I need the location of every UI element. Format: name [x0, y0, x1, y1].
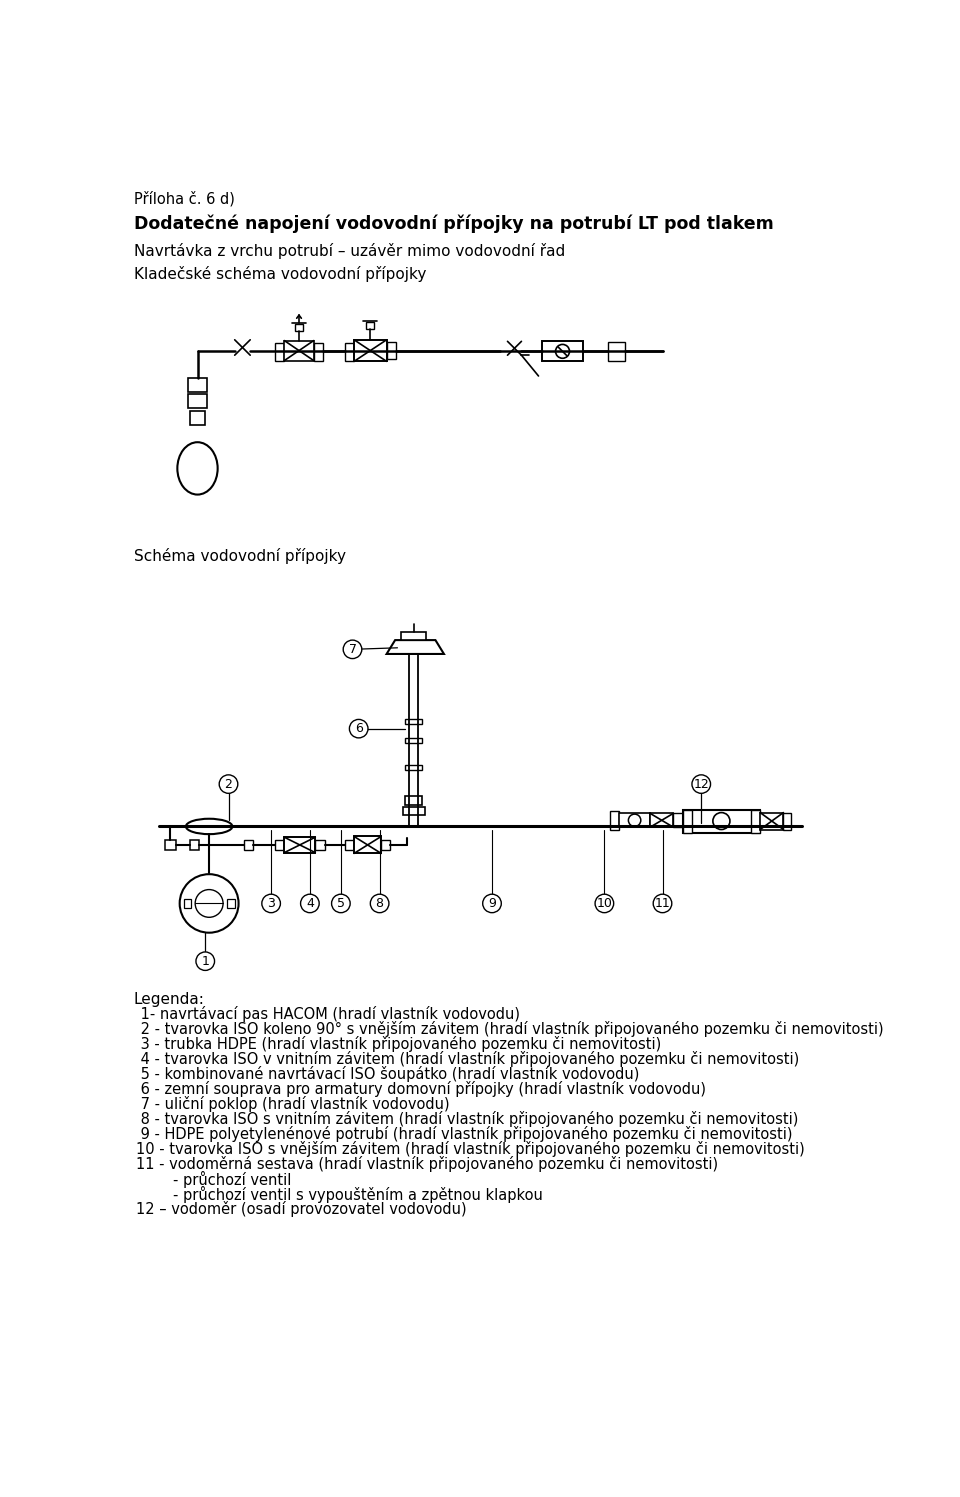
Text: 4: 4 [306, 897, 314, 910]
Text: - průchozí ventil s vypouštěním a zpětnou klapkou: - průchozí ventil s vypouštěním a zpětno… [135, 1186, 542, 1204]
Circle shape [331, 894, 350, 913]
Circle shape [713, 813, 730, 829]
Bar [345, 343, 354, 361]
Text: 9 - HDPE polyetylenénové potrubí (hradí vlastník připojovaného pozemku či nemovi: 9 - HDPE polyetylenénové potrubí (hradí … [135, 1126, 792, 1142]
Text: Legenda:: Legenda: [134, 993, 204, 1007]
Bar [387, 343, 396, 359]
Circle shape [195, 889, 223, 918]
Bar [405, 765, 422, 771]
Circle shape [629, 814, 641, 826]
Bar [295, 325, 303, 331]
Bar [609, 343, 625, 361]
Bar [683, 810, 760, 832]
Text: 6 - zemní souprava pro armatury domovní přípojky (hradí vlastník vodovodu): 6 - zemní souprava pro armatury domovní … [135, 1081, 706, 1097]
Text: 1- navrtávací pas HACOM (hradí vlastník vodovodu): 1- navrtávací pas HACOM (hradí vlastník … [135, 1006, 519, 1022]
Bar [405, 738, 422, 744]
Text: 2 - tvarovka ISO koleno 90° s vnějším závitem (hradí vlastník připojovaného poze: 2 - tvarovka ISO koleno 90° s vnějším zá… [135, 1021, 883, 1037]
Text: 8: 8 [375, 897, 384, 910]
Text: 5 - kombinované navrtávací ISO šoupátko (hradí vlastník vodovodu): 5 - kombinované navrtávací ISO šoupátko … [135, 1066, 638, 1082]
Text: 1: 1 [202, 955, 209, 967]
Circle shape [653, 894, 672, 913]
Text: 4 - tvarovka ISO v vnitním závitem (hradí vlastník připojovaného pozemku či nemo: 4 - tvarovka ISO v vnitním závitem (hrad… [135, 1051, 799, 1067]
Bar [367, 322, 374, 329]
Text: Kladečské schéma vodovodní přípojky: Kladečské schéma vodovodní přípojky [134, 266, 426, 281]
Bar [244, 840, 253, 850]
Bar [284, 341, 314, 361]
Text: 10 - tvarovka ISO s vnějším závitem (hradí vlastník připojovaného pozemku či nem: 10 - tvarovka ISO s vnějším závitem (hra… [135, 1141, 804, 1157]
Circle shape [349, 720, 368, 738]
Circle shape [556, 344, 569, 358]
Bar [381, 840, 391, 850]
Text: 12: 12 [693, 777, 709, 790]
Text: 9: 9 [488, 897, 496, 910]
Bar [610, 811, 619, 829]
Bar [165, 840, 176, 849]
Bar [401, 632, 426, 641]
Circle shape [180, 874, 239, 933]
Circle shape [483, 894, 501, 913]
Ellipse shape [178, 442, 218, 494]
Text: Schéma vodovodní přípojky: Schéma vodovodní přípojky [134, 548, 346, 564]
Text: 7 - uliční poklop (hradí vlastník vodovodu): 7 - uliční poklop (hradí vlastník vodovo… [135, 1096, 449, 1112]
Polygon shape [387, 641, 444, 654]
Text: 11: 11 [655, 897, 670, 910]
Bar [275, 343, 284, 361]
Circle shape [219, 775, 238, 793]
Text: 12 – vodoměr (osadí provozovatel vodovodu): 12 – vodoměr (osadí provozovatel vodovod… [135, 1201, 467, 1217]
Circle shape [692, 775, 710, 793]
Bar [227, 898, 234, 909]
Bar [783, 813, 791, 829]
Text: 3: 3 [267, 897, 276, 910]
Bar [190, 840, 199, 849]
Bar [542, 341, 583, 361]
Bar [673, 813, 683, 828]
Bar [751, 810, 760, 832]
Bar [314, 343, 324, 361]
Bar [354, 340, 387, 361]
Bar [619, 813, 650, 828]
Bar [405, 795, 422, 805]
Text: 10: 10 [596, 897, 612, 910]
Bar [284, 837, 315, 853]
Text: - průchozí ventil: - průchozí ventil [135, 1171, 291, 1189]
Text: 8 - tvarovka ISO s vnitním závitem (hradí vlastník připojovaného pozemku či nemo: 8 - tvarovka ISO s vnitním závitem (hrad… [135, 1111, 798, 1127]
Circle shape [262, 894, 280, 913]
Circle shape [300, 894, 319, 913]
Text: 6: 6 [355, 722, 363, 735]
Text: 7: 7 [348, 642, 356, 656]
Bar [405, 719, 422, 725]
Circle shape [595, 894, 613, 913]
Text: Navrtávka z vrchu potrubí – uzávěr mimo vodovodní řad: Navrtávka z vrchu potrubí – uzávěr mimo … [134, 243, 565, 259]
Text: Příloha č. 6 d): Příloha č. 6 d) [134, 192, 235, 207]
Text: 11 - vodoměrná sestava (hradí vlastník připojovaného pozemku či nemovitosti): 11 - vodoměrná sestava (hradí vlastník p… [135, 1156, 718, 1172]
Bar [403, 807, 424, 814]
Circle shape [196, 952, 214, 970]
Bar [760, 813, 783, 829]
Bar [345, 840, 354, 850]
Text: Dodatečné napojení vodovodní přípojky na potrubí LT pod tlakem: Dodatečné napojení vodovodní přípojky na… [134, 214, 774, 234]
Bar [183, 898, 191, 909]
Bar [275, 840, 284, 850]
Circle shape [371, 894, 389, 913]
Bar [354, 837, 381, 853]
Text: 5: 5 [337, 897, 345, 910]
Circle shape [344, 641, 362, 659]
Bar [188, 379, 206, 392]
Bar [650, 813, 673, 828]
Bar [188, 394, 206, 407]
Bar [683, 810, 692, 832]
Bar [315, 840, 324, 850]
Text: 2: 2 [225, 777, 232, 790]
Text: 3 - trubka HDPE (hradí vlastník připojovaného pozemku či nemovitosti): 3 - trubka HDPE (hradí vlastník připojov… [135, 1036, 660, 1052]
